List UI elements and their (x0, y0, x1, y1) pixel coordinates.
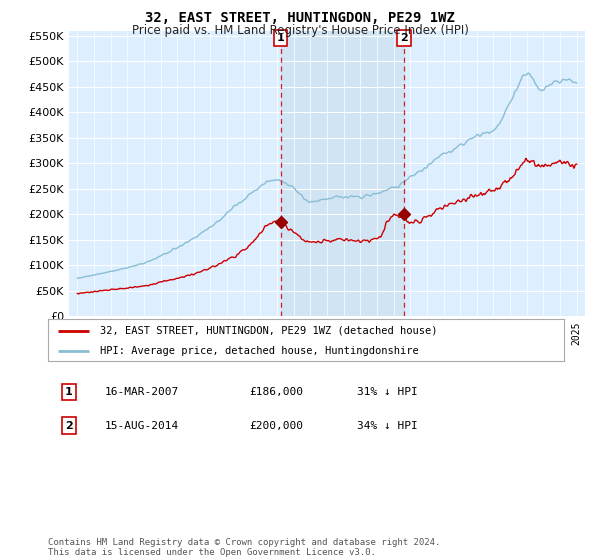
Text: 31% ↓ HPI: 31% ↓ HPI (357, 387, 418, 397)
Text: Price paid vs. HM Land Registry's House Price Index (HPI): Price paid vs. HM Land Registry's House … (131, 24, 469, 36)
Text: HPI: Average price, detached house, Huntingdonshire: HPI: Average price, detached house, Hunt… (100, 346, 418, 356)
Text: 2: 2 (65, 421, 73, 431)
Text: £186,000: £186,000 (249, 387, 303, 397)
Text: £200,000: £200,000 (249, 421, 303, 431)
Text: 16-MAR-2007: 16-MAR-2007 (105, 387, 179, 397)
Text: 1: 1 (65, 387, 73, 397)
Text: 32, EAST STREET, HUNTINGDON, PE29 1WZ: 32, EAST STREET, HUNTINGDON, PE29 1WZ (145, 11, 455, 25)
Text: 15-AUG-2014: 15-AUG-2014 (105, 421, 179, 431)
Text: 2: 2 (400, 33, 408, 43)
Text: 34% ↓ HPI: 34% ↓ HPI (357, 421, 418, 431)
Text: Contains HM Land Registry data © Crown copyright and database right 2024.
This d: Contains HM Land Registry data © Crown c… (48, 538, 440, 557)
Text: 32, EAST STREET, HUNTINGDON, PE29 1WZ (detached house): 32, EAST STREET, HUNTINGDON, PE29 1WZ (d… (100, 326, 437, 336)
Text: 1: 1 (277, 33, 284, 43)
Bar (281, 31, 404, 316)
